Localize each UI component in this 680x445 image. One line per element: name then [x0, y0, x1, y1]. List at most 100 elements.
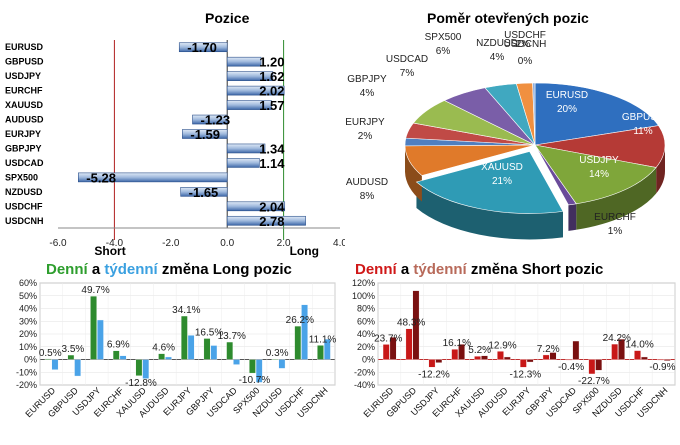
bar-eurusd [178, 42, 228, 53]
data-label-gbpusd: 3.5% [62, 344, 85, 355]
pie-side-eurchf [568, 203, 577, 231]
pie-slice-eurchf [534, 144, 577, 206]
short-title-rest: změna Short pozic [466, 261, 604, 278]
short-change-panel: Denní a týdenní změna Short pozic 120% 10… [340, 258, 680, 445]
category-label-gbpusd: GBPUSD [5, 57, 44, 67]
y-tick-3: 60% [357, 316, 375, 326]
y-tick-6: 0% [24, 355, 37, 365]
y-tick-2: 80% [357, 304, 375, 314]
positions-chart: EURUSD -1.70 GBPUSD 1.20 USDJPY 1.62 EURCHF 2.0… [5, 40, 345, 258]
bar-audusd-series-2 [165, 356, 172, 360]
category-label-spx500: SPX500 [5, 172, 38, 182]
bar-usdcad-series-1 [226, 341, 234, 360]
bar-eurusd-series-1 [44, 358, 52, 360]
bar-usdchf-series-2 [301, 304, 308, 360]
pie-label-name-audusd: AUDUSD [346, 177, 388, 188]
data-label-eurchf: 16.1% [443, 338, 471, 349]
pie-slice-usdjpy [534, 144, 657, 205]
pie-label-value-usdjpy: 14% [589, 169, 609, 180]
long-change-title: Denní a týdenní změna Long pozic [46, 261, 292, 278]
bar-spx500-series-2 [255, 359, 263, 383]
pie-label-value-eurjpy: 2% [358, 131, 373, 142]
y-tick-5: 10% [19, 342, 37, 352]
pie-label-value-xauusd: 21% [492, 176, 512, 187]
y-tick-4: 20% [19, 329, 37, 339]
category-label-audusd: AUDUSD [5, 115, 44, 125]
bar-eurjpy-series-2 [526, 359, 534, 363]
bar-eurusd-series-1 [382, 344, 390, 360]
bar-usdcnh-series-2 [663, 359, 671, 361]
y-tick-8: -20% [16, 380, 37, 390]
bar-xauusd [226, 100, 272, 110]
category-label-usdjpy: USDJPY [5, 71, 41, 81]
bar-audusd [192, 114, 228, 125]
data-label-xauusd: 5.2% [468, 345, 491, 356]
pie-side-audusd [405, 145, 422, 202]
pie-label-value-spx500: 6% [436, 46, 451, 57]
pie-label-name-usdchf: USDCHF [504, 30, 546, 41]
pie-slice-gbpusd [534, 125, 666, 168]
y-tick-1: 100% [352, 291, 375, 301]
x-tick-1: -4.0 [106, 238, 124, 249]
value-label-usdcnh: 2.78 [259, 214, 284, 229]
y-tick-2: 40% [19, 304, 37, 314]
data-label-audusd: 12.9% [488, 340, 516, 351]
positions-panel: Pozice EURUSD -1.70 GBPUSD 1.20 USDJPY 1.62 EU… [0, 0, 345, 260]
bar-gbpjpy-series-2 [210, 345, 218, 360]
bar-usdcad-series-2 [233, 359, 240, 365]
x-tick-4: 2.0 [277, 238, 291, 249]
data-label-xauusd: -12.8% [125, 378, 157, 389]
pie-label-value-gbpusd: 11% [633, 126, 652, 137]
pie-label-name-gbpusd: GBPUSD [622, 112, 664, 123]
pie-label-value-nzdusd: 4% [490, 52, 505, 63]
y-tick-4: 40% [357, 329, 375, 339]
long-title-weekly: týdenní [104, 261, 158, 278]
short-title-daily: Denní [355, 261, 397, 278]
short-label: Short [94, 244, 125, 258]
bar-audusd-series-2 [503, 356, 511, 360]
pie-title: Poměr otevřených pozic [427, 10, 589, 26]
bar-gbpusd-series-2 [74, 359, 82, 377]
bar-spx500-series-1 [588, 359, 596, 375]
category-label-eurchf: EURCHF [5, 86, 43, 96]
data-label-gbpusd: 48.3% [397, 318, 425, 329]
data-label-nzdusd: 0.3% [266, 348, 289, 359]
y-tick-7: -20% [354, 367, 375, 377]
bar-nzdusd-series-1 [611, 343, 619, 360]
data-label-usdchf: 26.2% [286, 315, 314, 326]
category-label-gbpjpy: GBPJPY [5, 143, 42, 153]
data-label-usdcad: -0.4% [558, 362, 584, 373]
pie-slice-eurusd [534, 82, 660, 146]
short-title-weekly: týdenní [413, 261, 467, 278]
pie-label-value-usdcnh: 0% [518, 56, 533, 67]
category-label-xauusd: XAUUSD [5, 100, 44, 110]
bar-gbpusd-series-2 [412, 290, 420, 360]
bar-eurusd-series-2 [51, 359, 59, 370]
value-label-eurjpy: -1.59 [190, 127, 220, 142]
y-tick-5: 20% [357, 342, 375, 352]
bar-usdchf-series-1 [294, 325, 302, 360]
category-label-usdchf: USDCHF [5, 201, 43, 211]
data-label-eurjpy: 34.1% [172, 305, 200, 316]
value-label-spx500: -5.28 [86, 170, 116, 185]
positions-title: Pozice [205, 10, 250, 26]
pie-side-usdjpy [576, 167, 657, 230]
bar-eurchf-series-1 [451, 349, 459, 360]
short-change-title: Denní a týdenní změna Short pozic [355, 261, 603, 278]
bar-gbpjpy-series-1 [542, 354, 550, 360]
x-tick-5: 4.0 [333, 238, 345, 249]
y-tick-3: 30% [19, 316, 37, 326]
bar-usdcnh-series-1 [656, 359, 664, 361]
bar-eurjpy-series-1 [180, 315, 188, 360]
pie-label-value-gbpjpy: 4% [360, 88, 375, 99]
bar-usdjpy-series-1 [90, 295, 97, 360]
value-label-xauusd: 1.57 [259, 98, 284, 113]
y-tick-8: -40% [354, 380, 375, 390]
long-title-daily: Denní [46, 261, 88, 278]
value-label-usdchf: 2.04 [259, 199, 285, 214]
bar-audusd-series-1 [497, 351, 504, 360]
bar-eurchf [226, 85, 285, 96]
value-label-gbpusd: 1.20 [259, 55, 284, 70]
category-label-nzdusd: NZDUSD [5, 187, 43, 197]
bar-usdjpy-series-2 [96, 319, 104, 360]
